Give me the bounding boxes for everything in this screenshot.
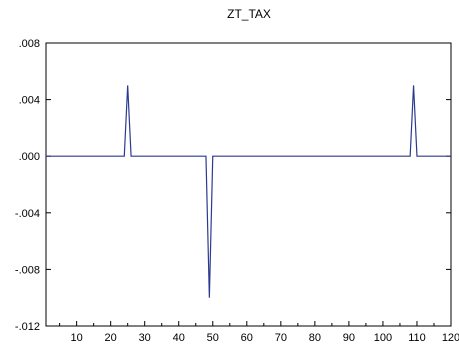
series-line xyxy=(46,85,451,298)
x-tick-label: 90 xyxy=(343,332,355,344)
x-tick-label: 70 xyxy=(275,332,287,344)
x-tick-label: 120 xyxy=(442,332,459,344)
x-tick-label: 80 xyxy=(309,332,321,344)
x-tick-label: 30 xyxy=(139,332,151,344)
x-tick-label: 10 xyxy=(71,332,83,344)
y-tick-label: .008 xyxy=(19,38,40,50)
x-tick-label: 50 xyxy=(207,332,219,344)
x-tick-label: 40 xyxy=(173,332,185,344)
y-tick-label: -.008 xyxy=(15,264,40,276)
x-tick-label: 60 xyxy=(241,332,253,344)
x-tick-label: 100 xyxy=(374,332,392,344)
y-tick-label: .004 xyxy=(19,95,40,107)
chart-title: ZT_TAX xyxy=(227,7,271,21)
y-tick-label: .000 xyxy=(19,151,40,163)
y-tick-label: -.004 xyxy=(15,208,40,220)
x-tick-label: 110 xyxy=(408,332,426,344)
plot-frame xyxy=(45,42,452,327)
x-tick-label: 20 xyxy=(105,332,117,344)
y-tick-label: -.012 xyxy=(15,321,40,333)
plot-area: .008 .004 .000 -.004 -.008 -.012 10 20 30 40 50 60 7… xyxy=(15,38,459,344)
